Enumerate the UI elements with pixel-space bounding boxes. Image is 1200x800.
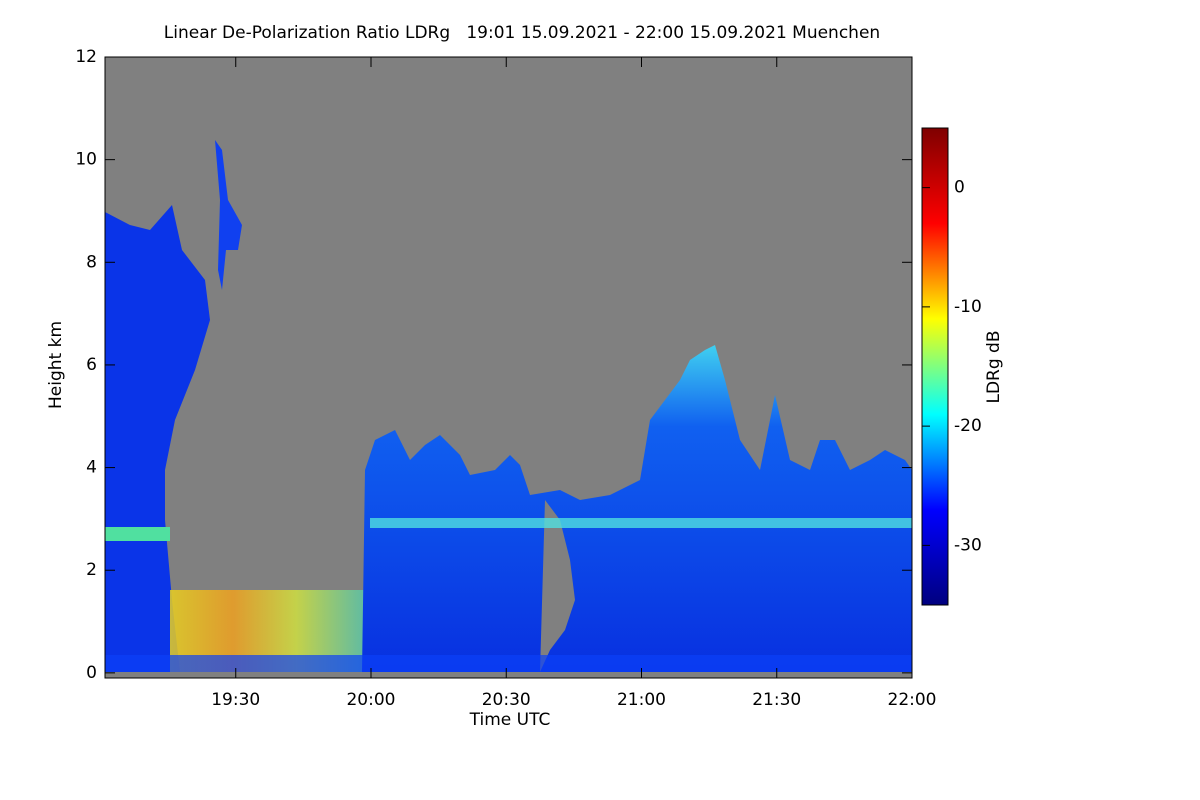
y-tick-label: 12 <box>75 47 97 67</box>
x-axis-label: Time UTC <box>469 710 551 730</box>
cirrus-plume <box>215 140 242 290</box>
ldr-field <box>105 57 912 678</box>
colorbar-tick-label: -10 <box>954 297 982 317</box>
colorbar-tick-label: -20 <box>954 416 982 436</box>
surface-layer <box>105 655 912 672</box>
lower-cloud <box>362 345 912 672</box>
aerosol-layer <box>370 518 912 528</box>
x-tick-label: 19:30 <box>211 690 260 710</box>
chart-title: Linear De-Polarization Ratio LDRg 19:01 … <box>164 23 880 43</box>
y-axis-label: Height km <box>46 321 66 409</box>
upper-cloud <box>105 205 210 672</box>
x-tick-label: 21:00 <box>617 690 666 710</box>
y-tick-label: 0 <box>86 663 97 683</box>
gap <box>540 500 575 672</box>
y-tick-label: 2 <box>86 560 97 580</box>
colorbar <box>921 127 949 606</box>
x-tick-label: 22:00 <box>888 690 937 710</box>
y-tick-label: 8 <box>86 252 97 272</box>
x-tick-label: 20:00 <box>346 690 395 710</box>
colorbar-tick-label: 0 <box>954 178 965 198</box>
x-tick-label: 21:30 <box>752 690 801 710</box>
colorbar-label: LDRg dB <box>984 330 1004 403</box>
aerosol-layer <box>105 527 170 541</box>
y-tick-label: 6 <box>86 355 97 375</box>
plot-frame <box>104 56 913 679</box>
colorbar-tick-label: -30 <box>954 535 982 555</box>
y-tick-label: 4 <box>86 458 97 478</box>
x-tick-label: 20:30 <box>482 690 531 710</box>
y-tick-label: 10 <box>75 150 97 170</box>
